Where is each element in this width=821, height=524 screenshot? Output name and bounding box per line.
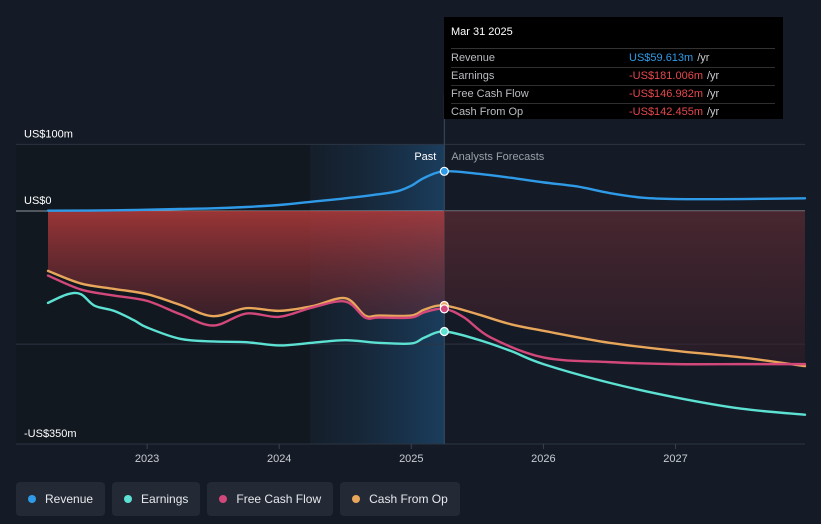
y-tick-label: -US$350m: [24, 428, 77, 440]
x-tick-label: 2025: [399, 453, 423, 465]
tooltip-row-unit: /yr: [697, 52, 710, 64]
series-line-revenue: [46, 169, 807, 212]
legend-label: Cash From Op: [369, 492, 448, 506]
legend-item-cash-from-op[interactable]: Cash From Op: [340, 482, 460, 516]
series-line-free-cash-flow: [46, 274, 807, 366]
tooltip-row-label: Earnings: [451, 70, 495, 82]
legend-dot-icon: [124, 495, 133, 503]
tooltip-row-value: US$59.613m: [629, 52, 694, 64]
x-tick-label: 2026: [531, 453, 555, 465]
legend-item-free-cash-flow[interactable]: Free Cash Flow: [207, 482, 334, 516]
marker-revenue: [439, 166, 449, 176]
tooltip-row-value: -US$142.455m: [629, 106, 703, 118]
tooltip-row: Revenue US$59.613m/yr: [451, 50, 775, 68]
negative-area-past: [48, 211, 445, 317]
forecast-label: Analysts Forecasts: [451, 151, 544, 163]
legend-label: Free Cash Flow: [236, 492, 322, 506]
tooltip: Mar 31 2025 Revenue US$59.613m/yr Earnings…: [444, 17, 783, 119]
tooltip-row: Earnings -US$181.006m/yr: [451, 68, 775, 86]
tooltip-row-label: Revenue: [451, 52, 496, 64]
x-tick-label: 2027: [663, 453, 687, 465]
series-line-cash-from-op: [46, 269, 807, 368]
tooltip-row-label: Cash From Op: [451, 106, 524, 118]
tooltip-row-unit: /yr: [707, 88, 720, 100]
legend-item-revenue[interactable]: Revenue: [16, 482, 106, 516]
legend-dot-icon: [219, 495, 228, 503]
chart: US$100m US$0 -US$350m 2023 2024 2025 2026 2027 P…: [16, 95, 807, 465]
tooltip-row-value: -US$146.982m: [629, 88, 703, 100]
past-label: Past: [414, 151, 436, 163]
x-tick-label: 2023: [135, 453, 159, 465]
legend-label: Earnings: [141, 492, 189, 506]
y-tick-label: US$100m: [24, 128, 73, 140]
tooltip-row-unit: /yr: [707, 106, 720, 118]
tooltip-row-label: Free Cash Flow: [451, 88, 529, 100]
legend-label: Revenue: [45, 492, 94, 506]
series-line-earnings: [46, 291, 807, 416]
y-tick-label: US$0: [24, 195, 52, 207]
legend: Revenue Earnings Free Cash Flow Cash From O…: [16, 482, 460, 516]
negative-area-forecast: [444, 211, 805, 367]
legend-dot-icon: [352, 495, 361, 503]
x-tick-label: 2024: [267, 453, 291, 465]
marker-earnings: [439, 326, 449, 337]
tooltip-row-unit: /yr: [707, 70, 720, 82]
tooltip-row-value: -US$181.006m: [629, 70, 703, 82]
tooltip-row: Free Cash Flow -US$146.982m/yr: [451, 86, 775, 104]
legend-dot-icon: [28, 495, 36, 503]
legend-item-earnings[interactable]: Earnings: [112, 482, 201, 516]
tooltip-date: Mar 31 2025: [451, 25, 775, 49]
tooltip-row: Cash From Op -US$142.455m/yr: [451, 104, 775, 121]
marker-free-cash-flow: [439, 304, 449, 314]
